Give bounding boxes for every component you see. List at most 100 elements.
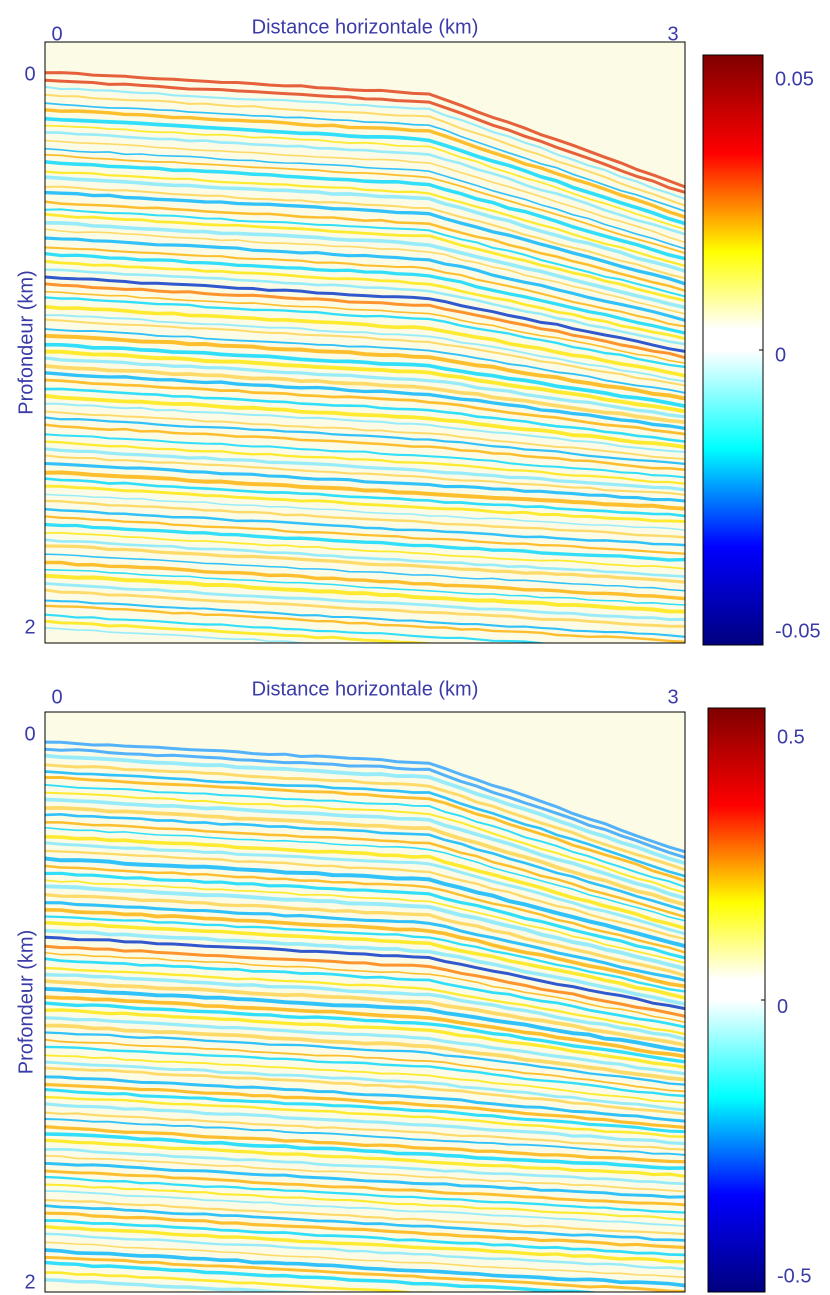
reflector	[45, 783, 685, 888]
reflector	[45, 1075, 685, 1123]
reflector	[45, 1154, 685, 1193]
reflector	[45, 220, 685, 310]
reflector	[45, 553, 685, 592]
colorbar-tick-label: 0.5	[777, 726, 805, 748]
reflector	[45, 568, 685, 606]
reflector	[45, 619, 450, 643]
reflector	[45, 410, 685, 460]
reflector	[45, 236, 685, 322]
reflector	[45, 170, 685, 267]
reflector	[45, 763, 685, 872]
reflector	[45, 477, 685, 518]
reflector	[45, 131, 685, 236]
x-tick-label: 0	[51, 686, 62, 708]
reflector	[45, 1132, 685, 1171]
x-tick-label: 3	[667, 23, 678, 45]
reflector	[45, 856, 685, 948]
colorbar-tick-label: 0	[777, 996, 788, 1018]
y-axis-label: Profondeur (km)	[15, 930, 37, 1075]
reflector	[45, 507, 685, 547]
reflector	[45, 1278, 320, 1292]
reflector	[45, 200, 685, 292]
reflector	[45, 849, 685, 941]
reflector	[45, 791, 685, 894]
reflector	[45, 71, 685, 189]
reflector	[45, 416, 685, 466]
reflector	[45, 920, 685, 1000]
reflector	[45, 282, 685, 360]
reflector	[45, 484, 685, 523]
seismic-image	[45, 740, 685, 1292]
reflector	[45, 212, 685, 303]
colorbar-tick-label: 0	[775, 344, 786, 366]
reflector	[45, 1124, 685, 1164]
reflector	[45, 951, 685, 1023]
reflector	[45, 1190, 685, 1227]
colorbar-tick-label: -0.5	[777, 1265, 811, 1287]
axes-frame	[44, 41, 686, 644]
reflector	[45, 1232, 685, 1271]
colorbar	[702, 54, 764, 646]
reflector	[45, 1175, 685, 1214]
reflector	[45, 447, 685, 492]
reflector	[45, 290, 685, 364]
reflector	[45, 1087, 685, 1134]
reflector	[45, 522, 685, 562]
reflector	[45, 864, 685, 954]
reflector	[45, 538, 685, 578]
reflector	[45, 1204, 685, 1242]
reflector	[45, 826, 685, 922]
reflector	[45, 573, 685, 614]
reflector	[45, 116, 685, 226]
reflector	[45, 928, 685, 1006]
reflector	[45, 153, 685, 254]
reflector	[45, 1248, 685, 1288]
reflector	[45, 304, 685, 378]
reflector	[45, 190, 685, 286]
reflector	[45, 797, 685, 900]
reflector	[45, 393, 685, 449]
reflector	[45, 821, 685, 919]
reflector	[45, 208, 685, 298]
reflector	[45, 147, 685, 250]
reflector	[45, 275, 685, 353]
reflector	[45, 342, 685, 408]
reflector	[45, 834, 685, 930]
reflector	[45, 892, 685, 978]
reflector	[45, 499, 685, 539]
reflector	[45, 531, 685, 570]
y-tick-label: 2	[24, 616, 35, 638]
reflector	[45, 915, 685, 993]
reflector	[45, 296, 685, 369]
reflector	[45, 454, 685, 496]
reflector	[45, 1138, 685, 1178]
reflector	[45, 775, 685, 883]
axis-title: Distance horizontale (km)	[252, 16, 479, 38]
reflector	[45, 387, 685, 443]
reflector	[45, 268, 685, 346]
reflector	[45, 1082, 685, 1129]
reflector	[45, 246, 685, 328]
reflector	[45, 986, 685, 1053]
reflector	[45, 1008, 685, 1069]
colorbar	[707, 707, 766, 1293]
seismic-image	[45, 71, 685, 643]
reflector	[45, 581, 685, 621]
reflector	[45, 1111, 685, 1151]
reflector	[45, 124, 685, 231]
x-tick-label: 0	[51, 23, 62, 45]
reflector	[45, 423, 685, 471]
reflector	[45, 740, 685, 854]
reflector	[45, 907, 685, 989]
reflector	[45, 957, 685, 1029]
reflector	[45, 1031, 685, 1086]
reflector	[45, 1255, 685, 1292]
reflector	[45, 1161, 685, 1199]
reflector	[45, 1001, 685, 1064]
reflector	[45, 604, 685, 643]
reflector	[45, 935, 685, 1011]
reflector	[45, 461, 685, 503]
colorbar-tick-label: 0.05	[775, 68, 814, 90]
reflector	[45, 966, 685, 1036]
